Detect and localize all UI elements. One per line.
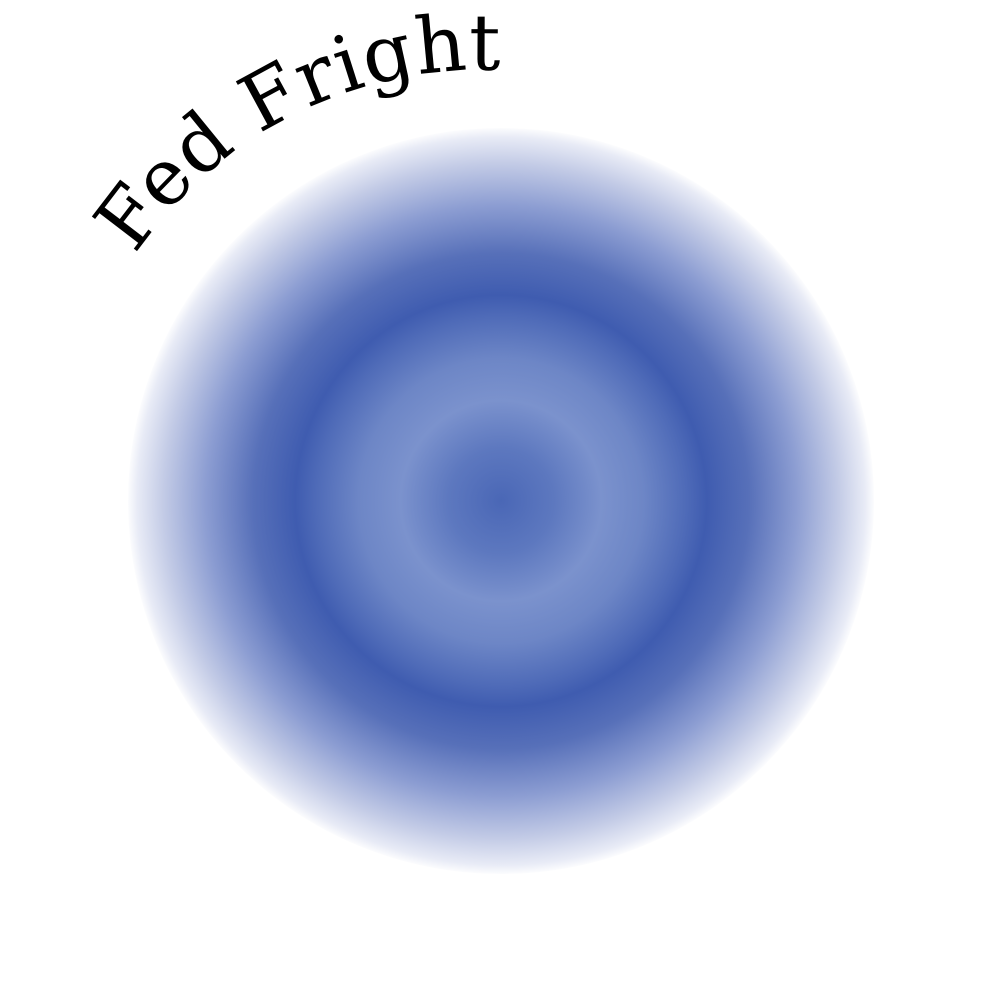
title-textpath: Fed Frights (0, 0, 501, 266)
title-text: Fed Frights (0, 0, 502, 266)
blue-radial-orb (128, 128, 874, 874)
